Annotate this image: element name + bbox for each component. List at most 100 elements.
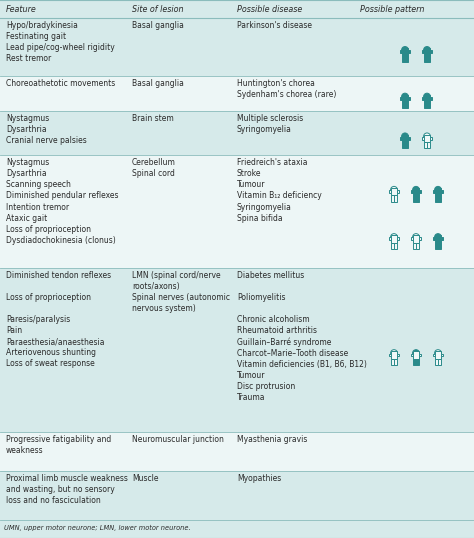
Text: Proximal limb muscle weakness
and wasting, but no sensory
loss and no fasciculat: Proximal limb muscle weakness and wastin… [6,473,128,505]
Bar [405,55,408,62]
Bar [424,134,430,142]
Bar [435,243,438,249]
Bar [441,237,443,240]
Bar [422,51,424,53]
Bar [427,55,430,62]
Bar [402,142,405,148]
Bar [394,243,397,249]
Bar [441,353,443,357]
Bar [391,243,394,249]
Text: Possible disease: Possible disease [237,4,302,13]
Bar [413,359,416,365]
Bar [0,18,474,76]
Bar [400,97,402,100]
Bar [438,195,441,202]
Text: Diabetes mellitus

Poliomyelitis

Chronic alcoholism
Rheumatoid arthritis
Guilla: Diabetes mellitus Poliomyelitis Chronic … [237,271,367,402]
Bar [419,353,421,357]
Bar [0,76,474,111]
Bar [405,102,408,109]
Bar [422,97,424,100]
Bar [0,155,474,267]
Bar [389,190,391,193]
Bar [391,351,397,359]
Bar [424,48,430,55]
Bar [408,97,410,100]
Bar [400,137,402,140]
Bar [402,95,408,102]
Text: Neuromuscular junction: Neuromuscular junction [132,435,224,444]
Circle shape [412,350,419,357]
Text: Basal ganglia: Basal ganglia [132,79,184,88]
Text: Possible pattern: Possible pattern [360,4,425,13]
Bar [405,142,408,148]
Bar [389,353,391,357]
Bar [391,359,394,365]
Circle shape [412,233,419,240]
Text: Brain stem: Brain stem [132,114,174,123]
Circle shape [401,133,409,140]
Text: Choreoathetotic movements: Choreoathetotic movements [6,79,115,88]
Bar [402,48,408,55]
Text: Feature: Feature [6,4,37,13]
Bar [397,237,399,240]
Bar [0,111,474,155]
Bar [416,243,419,249]
Circle shape [424,93,430,100]
Text: Site of lesion: Site of lesion [132,4,183,13]
Text: Diminished tendon reflexes

Loss of proprioception

Paresis/paralysis
Pain
Parae: Diminished tendon reflexes Loss of propr… [6,271,111,369]
Circle shape [424,47,430,53]
Text: Myasthenia gravis: Myasthenia gravis [237,435,307,444]
Bar [424,95,430,102]
Text: Parkinson's disease: Parkinson's disease [237,21,312,30]
Bar [389,237,391,240]
Bar [413,235,419,243]
Text: LMN (spinal cord/nerve
roots/axons)
Spinal nerves (autonomic
nervous system): LMN (spinal cord/nerve roots/axons) Spin… [132,271,230,313]
Bar [435,188,441,195]
Text: Myopathies: Myopathies [237,473,281,483]
Bar [413,351,419,359]
Text: Nystagmus
Dysarthria
Scanning speech
Diminished pendular reflexes
Intention trem: Nystagmus Dysarthria Scanning speech Dim… [6,158,118,245]
Text: Huntington's chorea
Sydenham's chorea (rare): Huntington's chorea Sydenham's chorea (r… [237,79,337,98]
Bar [0,432,474,471]
Circle shape [424,133,430,140]
Circle shape [412,186,419,193]
Bar [441,190,443,193]
Bar [419,190,421,193]
Bar [402,102,405,109]
Circle shape [435,186,441,193]
Bar [413,188,419,195]
Bar [400,51,402,53]
Bar [438,243,441,249]
Bar [424,55,427,62]
Bar [438,359,441,365]
Text: Hypo/bradykinesia
Festinating gait
Lead pipe/cog-wheel rigidity
Rest tremor: Hypo/bradykinesia Festinating gait Lead … [6,21,115,63]
Circle shape [391,233,397,240]
Bar [413,195,416,202]
Bar [433,190,435,193]
Circle shape [391,186,397,193]
Bar [0,0,474,18]
Bar [427,102,430,109]
Bar [435,351,441,359]
Text: Multiple sclerosis
Syringomyelia: Multiple sclerosis Syringomyelia [237,114,303,134]
Bar [408,137,410,140]
Bar [394,195,397,202]
Circle shape [401,47,409,53]
Bar [391,235,397,243]
Bar [433,353,435,357]
Circle shape [435,233,441,240]
Text: Progressive fatigability and
weakness: Progressive fatigability and weakness [6,435,111,455]
Text: Basal ganglia: Basal ganglia [132,21,184,30]
Bar [391,195,394,202]
Bar [427,142,430,148]
Bar [0,471,474,520]
Bar [408,51,410,53]
Bar [424,142,427,148]
Bar [411,237,413,240]
Bar [402,55,405,62]
Bar [416,359,419,365]
Bar [413,243,416,249]
Bar [430,97,432,100]
Bar [0,267,474,432]
Bar [422,137,424,140]
